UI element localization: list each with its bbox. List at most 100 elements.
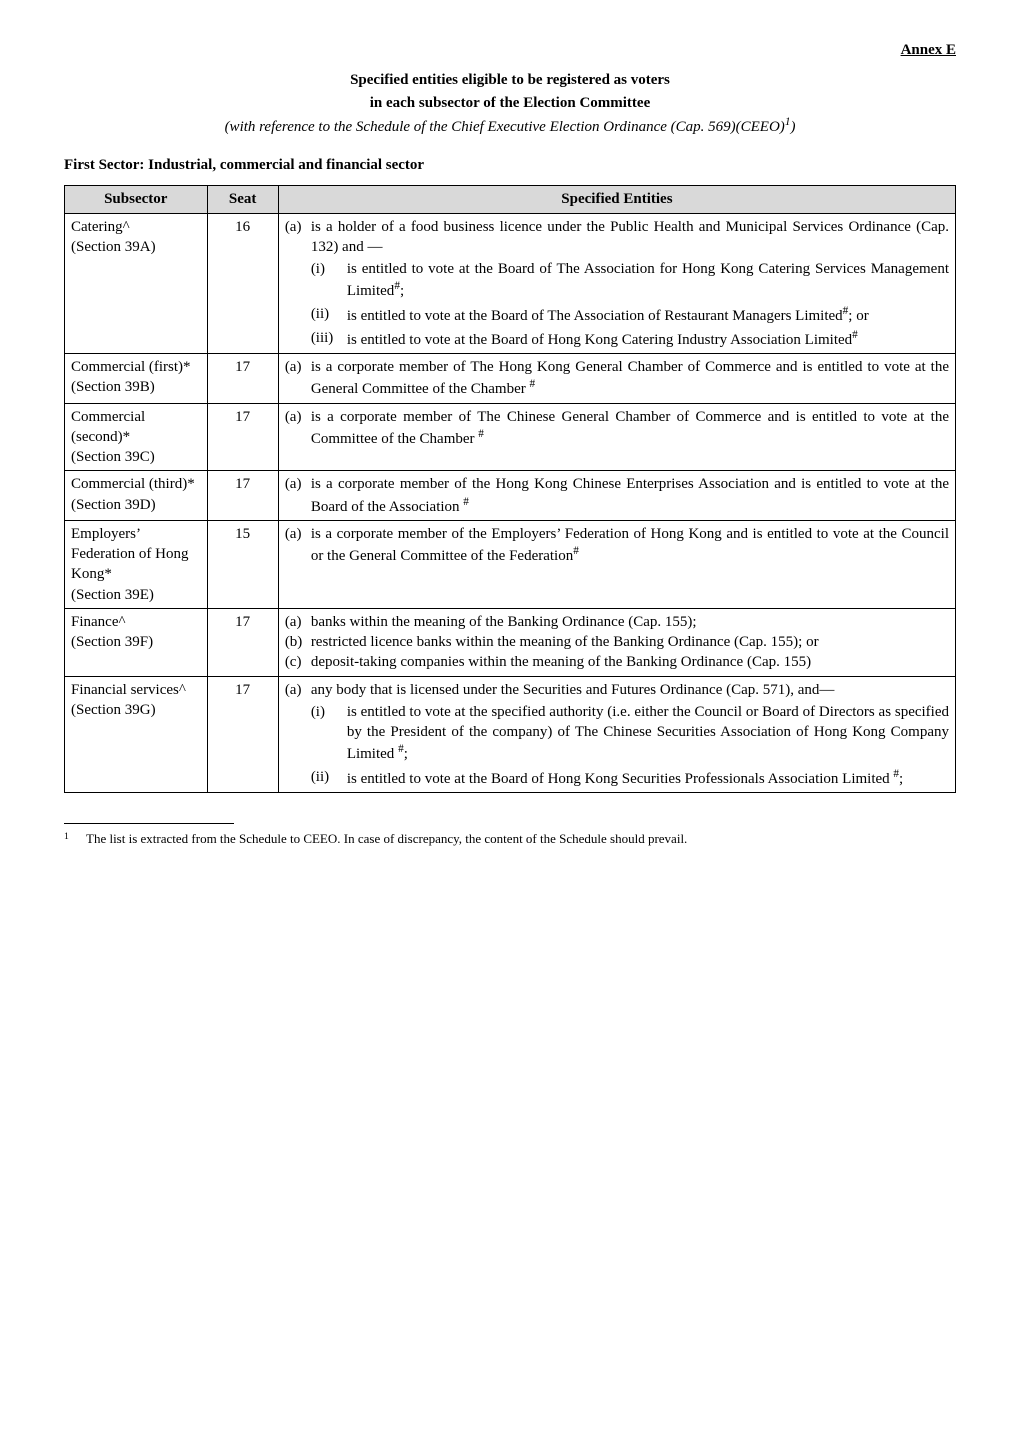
subtitle-post: ) bbox=[790, 119, 795, 135]
col-seat: Seat bbox=[207, 186, 278, 213]
subsector-line-2: (Section 39G) bbox=[71, 700, 201, 720]
entity-body: is a corporate member of the Hong Kong C… bbox=[311, 474, 949, 517]
table-row: Employers’ Federation of Hong Kong*(Sect… bbox=[65, 520, 956, 608]
subtitle: (with reference to the Schedule of the C… bbox=[64, 115, 956, 137]
subsector-line-2: (Section 39C) bbox=[71, 447, 201, 467]
entity-body: banks within the meaning of the Banking … bbox=[311, 612, 949, 632]
entity-subitem: (ii)is entitled to vote at the Board of … bbox=[311, 304, 949, 326]
entity-body: is a corporate member of The Hong Kong G… bbox=[311, 357, 949, 400]
entity-marker: (c) bbox=[285, 652, 311, 672]
subitem-marker: (ii) bbox=[311, 767, 347, 789]
entity-text: is a corporate member of the Employers’ … bbox=[311, 526, 949, 564]
subsector-line-1: Catering^ bbox=[71, 217, 201, 237]
entity-subitem: (iii)is entitled to vote at the Board of… bbox=[311, 328, 949, 350]
entity-text: any body that is licensed under the Secu… bbox=[311, 680, 949, 700]
cell-subsector: Commercial (second)*(Section 39C) bbox=[65, 403, 208, 471]
subitem-text: is entitled to vote at the Board of The … bbox=[347, 259, 949, 302]
subitem-marker: (ii) bbox=[311, 304, 347, 326]
cell-subsector: Financial services^(Section 39G) bbox=[65, 676, 208, 792]
footnote-text: The list is extracted from the Schedule … bbox=[86, 830, 956, 849]
entity-subitem: (i)is entitled to vote at the Board of T… bbox=[311, 259, 949, 302]
subsector-line-1: Employers’ Federation of Hong Kong* bbox=[71, 524, 201, 585]
cell-seat: 17 bbox=[207, 354, 278, 404]
cell-subsector: Employers’ Federation of Hong Kong*(Sect… bbox=[65, 520, 208, 608]
table-row: Commercial (third)*(Section 39D)17(a)is … bbox=[65, 471, 956, 521]
entity-item: (a)is a corporate member of the Hong Kon… bbox=[285, 474, 949, 517]
cell-entities: (a)banks within the meaning of the Banki… bbox=[278, 608, 955, 676]
entity-text: is a corporate member of The Chinese Gen… bbox=[311, 409, 949, 447]
entity-marker: (a) bbox=[285, 612, 311, 632]
entity-item: (a)is a corporate member of The Chinese … bbox=[285, 407, 949, 450]
cell-entities: (a)any body that is licensed under the S… bbox=[278, 676, 955, 792]
table-body: Catering^(Section 39A)16(a)is a holder o… bbox=[65, 213, 956, 792]
cell-seat: 15 bbox=[207, 520, 278, 608]
entity-item: (a)is a corporate member of the Employer… bbox=[285, 524, 949, 567]
subsector-line-2: (Section 39A) bbox=[71, 237, 201, 257]
entity-marker: (b) bbox=[285, 632, 311, 652]
footnote-rule bbox=[64, 823, 234, 824]
cell-entities: (a)is a corporate member of the Hong Kon… bbox=[278, 471, 955, 521]
cell-entities: (a)is a corporate member of The Hong Kon… bbox=[278, 354, 955, 404]
cell-entities: (a)is a holder of a food business licenc… bbox=[278, 213, 955, 354]
cell-seat: 17 bbox=[207, 471, 278, 521]
table-row: Commercial (first)*(Section 39B)17(a)is … bbox=[65, 354, 956, 404]
annex-label: Annex E bbox=[64, 40, 956, 60]
subsector-line-1: Commercial (second)* bbox=[71, 407, 201, 448]
col-entities: Specified Entities bbox=[278, 186, 955, 213]
cell-entities: (a)is a corporate member of The Chinese … bbox=[278, 403, 955, 471]
entity-item: (c)deposit-taking companies within the m… bbox=[285, 652, 949, 672]
title-line-1: Specified entities eligible to be regist… bbox=[64, 70, 956, 90]
table-row: Catering^(Section 39A)16(a)is a holder o… bbox=[65, 213, 956, 354]
entity-body: is a corporate member of the Employers’ … bbox=[311, 524, 949, 567]
cell-subsector: Commercial (third)*(Section 39D) bbox=[65, 471, 208, 521]
cell-subsector: Commercial (first)*(Section 39B) bbox=[65, 354, 208, 404]
subitem-text: is entitled to vote at the specified aut… bbox=[347, 702, 949, 765]
entity-marker: (a) bbox=[285, 407, 311, 450]
footnote-marker: 1 bbox=[64, 831, 69, 842]
sector-heading: First Sector: Industrial, commercial and… bbox=[64, 155, 956, 175]
footnote: 1 The list is extracted from the Schedul… bbox=[64, 830, 956, 849]
subsector-line-1: Financial services^ bbox=[71, 680, 201, 700]
entity-body: is a holder of a food business licence u… bbox=[311, 217, 949, 351]
subsector-line-2: (Section 39E) bbox=[71, 585, 201, 605]
entity-marker: (a) bbox=[285, 680, 311, 789]
entity-item: (a)banks within the meaning of the Banki… bbox=[285, 612, 949, 632]
cell-subsector: Finance^(Section 39F) bbox=[65, 608, 208, 676]
entity-text: is a corporate member of The Hong Kong G… bbox=[311, 359, 949, 397]
subitem-marker: (i) bbox=[311, 702, 347, 765]
table-header-row: Subsector Seat Specified Entities bbox=[65, 186, 956, 213]
entity-body: deposit-taking companies within the mean… bbox=[311, 652, 949, 672]
subsector-line-2: (Section 39F) bbox=[71, 632, 201, 652]
entity-text: is a holder of a food business licence u… bbox=[311, 217, 949, 258]
subitem-marker: (iii) bbox=[311, 328, 347, 350]
entity-item: (b)restricted licence banks within the m… bbox=[285, 632, 949, 652]
subitem-text: is entitled to vote at the Board of The … bbox=[347, 304, 949, 326]
entity-item: (a)is a holder of a food business licenc… bbox=[285, 217, 949, 351]
table-row: Financial services^(Section 39G)17(a)any… bbox=[65, 676, 956, 792]
entity-marker: (a) bbox=[285, 357, 311, 400]
entity-body: any body that is licensed under the Secu… bbox=[311, 680, 949, 789]
entity-marker: (a) bbox=[285, 217, 311, 351]
cell-seat: 17 bbox=[207, 676, 278, 792]
title-line-2: in each subsector of the Election Commit… bbox=[64, 93, 956, 113]
cell-seat: 17 bbox=[207, 608, 278, 676]
entity-subitem: (ii)is entitled to vote at the Board of … bbox=[311, 767, 949, 789]
cell-subsector: Catering^(Section 39A) bbox=[65, 213, 208, 354]
entity-body: restricted licence banks within the mean… bbox=[311, 632, 949, 652]
subsector-line-2: (Section 39B) bbox=[71, 377, 201, 397]
subsector-line-1: Commercial (first)* bbox=[71, 357, 201, 377]
subtitle-pre: (with reference to the Schedule of the C… bbox=[225, 119, 785, 135]
entity-text: restricted licence banks within the mean… bbox=[311, 634, 819, 650]
entity-item: (a)is a corporate member of The Hong Kon… bbox=[285, 357, 949, 400]
entity-text: is a corporate member of the Hong Kong C… bbox=[311, 476, 949, 514]
table-row: Commercial (second)*(Section 39C)17(a)is… bbox=[65, 403, 956, 471]
cell-seat: 16 bbox=[207, 213, 278, 354]
subsector-line-1: Commercial (third)* bbox=[71, 474, 201, 494]
col-subsector: Subsector bbox=[65, 186, 208, 213]
entities-table: Subsector Seat Specified Entities Cateri… bbox=[64, 185, 956, 793]
cell-seat: 17 bbox=[207, 403, 278, 471]
entity-text: deposit-taking companies within the mean… bbox=[311, 654, 811, 670]
subsector-line-2: (Section 39D) bbox=[71, 495, 201, 515]
entity-text: banks within the meaning of the Banking … bbox=[311, 614, 697, 630]
entity-body: is a corporate member of The Chinese Gen… bbox=[311, 407, 949, 450]
